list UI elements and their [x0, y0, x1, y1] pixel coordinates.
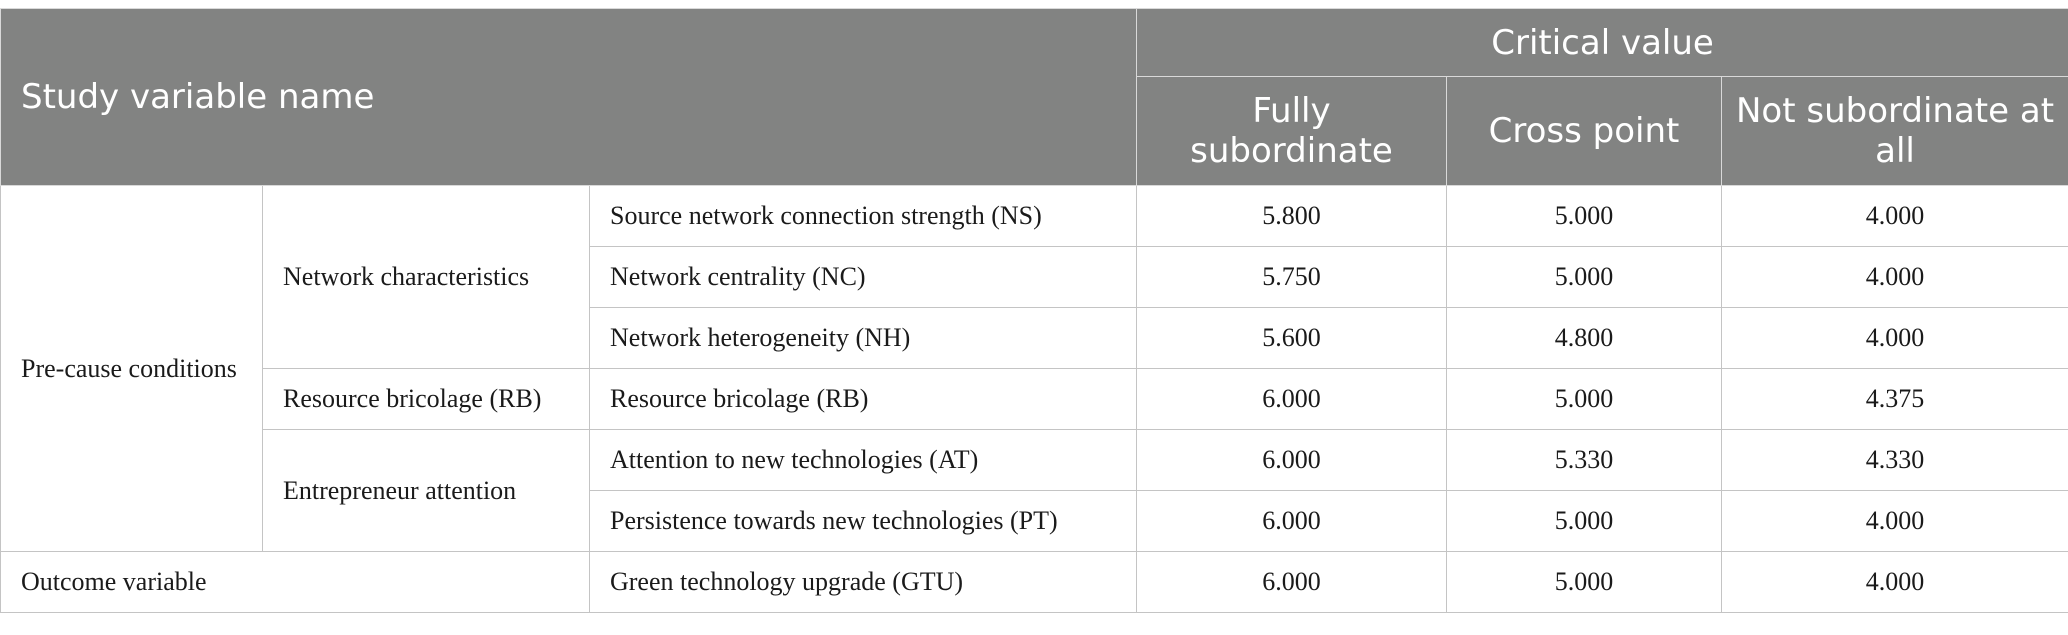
- table-row: Resource bricolage (RB) Resource bricola…: [1, 368, 2068, 430]
- entrepreneur-attention-label: Entrepreneur attention: [262, 429, 590, 552]
- variable-cell: Green technology upgrade (GTU): [589, 551, 1137, 613]
- table-row: Pre-cause conditions Network characteris…: [0, 185, 2068, 552]
- cross-point-cell: 4.800: [1446, 307, 1722, 369]
- cross-point-cell: 5.000: [1446, 185, 1722, 247]
- table-row: Entrepreneur attention Attention to new …: [1, 429, 2068, 552]
- variable-cell: Network heterogeneity (NH): [589, 307, 1137, 369]
- cross-point-cell: 5.000: [1446, 490, 1722, 552]
- study-variable-name-header: Study variable name: [0, 8, 1137, 186]
- variable-cell: Attention to new technologies (AT): [589, 429, 1137, 491]
- not-subordinate-cell: 4.000: [1720, 246, 2068, 308]
- header-row-2: Fully subordinate Cross point Not subord…: [1, 76, 2068, 186]
- not-subordinate-cell: 4.000: [1720, 185, 2068, 247]
- calibration-table: Study variable name Critical value Fully…: [0, 8, 2068, 613]
- fully-subordinate-cell: 6.000: [1136, 368, 1447, 430]
- cross-point-cell: 5.000: [1446, 246, 1722, 308]
- fully-subordinate-cell: 6.000: [1136, 490, 1447, 552]
- cross-point-header: Cross point: [1446, 76, 1722, 186]
- variable-cell: Network centrality (NC): [589, 246, 1137, 308]
- not-subordinate-cell: 4.000: [1720, 307, 2068, 369]
- network-characteristics-label: Network characteristics: [262, 185, 590, 369]
- resource-bricolage-group-label: Resource bricolage (RB): [262, 368, 590, 430]
- fully-subordinate-header: Fully subordinate: [1136, 76, 1447, 186]
- not-subordinate-header: Not subordinate at all: [1720, 76, 2068, 186]
- variable-cell: Persistence towards new technologies (PT…: [589, 490, 1137, 552]
- fully-subordinate-cell: 6.000: [1136, 429, 1447, 491]
- cross-point-cell: 5.330: [1446, 429, 1722, 491]
- table-row: Persistence towards new technologies (PT…: [1, 490, 2068, 552]
- not-subordinate-cell: 4.000: [1720, 551, 2068, 613]
- cross-point-cell: 5.000: [1446, 551, 1722, 613]
- variable-cell: Resource bricolage (RB): [589, 368, 1137, 430]
- not-subordinate-cell: 4.375: [1720, 368, 2068, 430]
- not-subordinate-cell: 4.000: [1720, 490, 2068, 552]
- fully-subordinate-cell: 5.600: [1136, 307, 1447, 369]
- outcome-variable-label: Outcome variable: [0, 551, 590, 613]
- critical-value-header: Critical value: [1135, 8, 2068, 77]
- fully-subordinate-cell: 6.000: [1136, 551, 1447, 613]
- not-subordinate-cell: 4.330: [1720, 429, 2068, 491]
- fully-subordinate-cell: 5.800: [1136, 185, 1447, 247]
- pre-cause-conditions-label: Pre-cause conditions: [0, 185, 263, 552]
- cross-point-cell: 5.000: [1446, 368, 1722, 430]
- fully-subordinate-cell: 5.750: [1136, 246, 1447, 308]
- variable-cell: Source network connection strength (NS): [589, 185, 1137, 247]
- header-row-1: Study variable name Critical value: [0, 8, 2068, 186]
- table-row: Outcome variable Green technology upgrad…: [0, 551, 2068, 613]
